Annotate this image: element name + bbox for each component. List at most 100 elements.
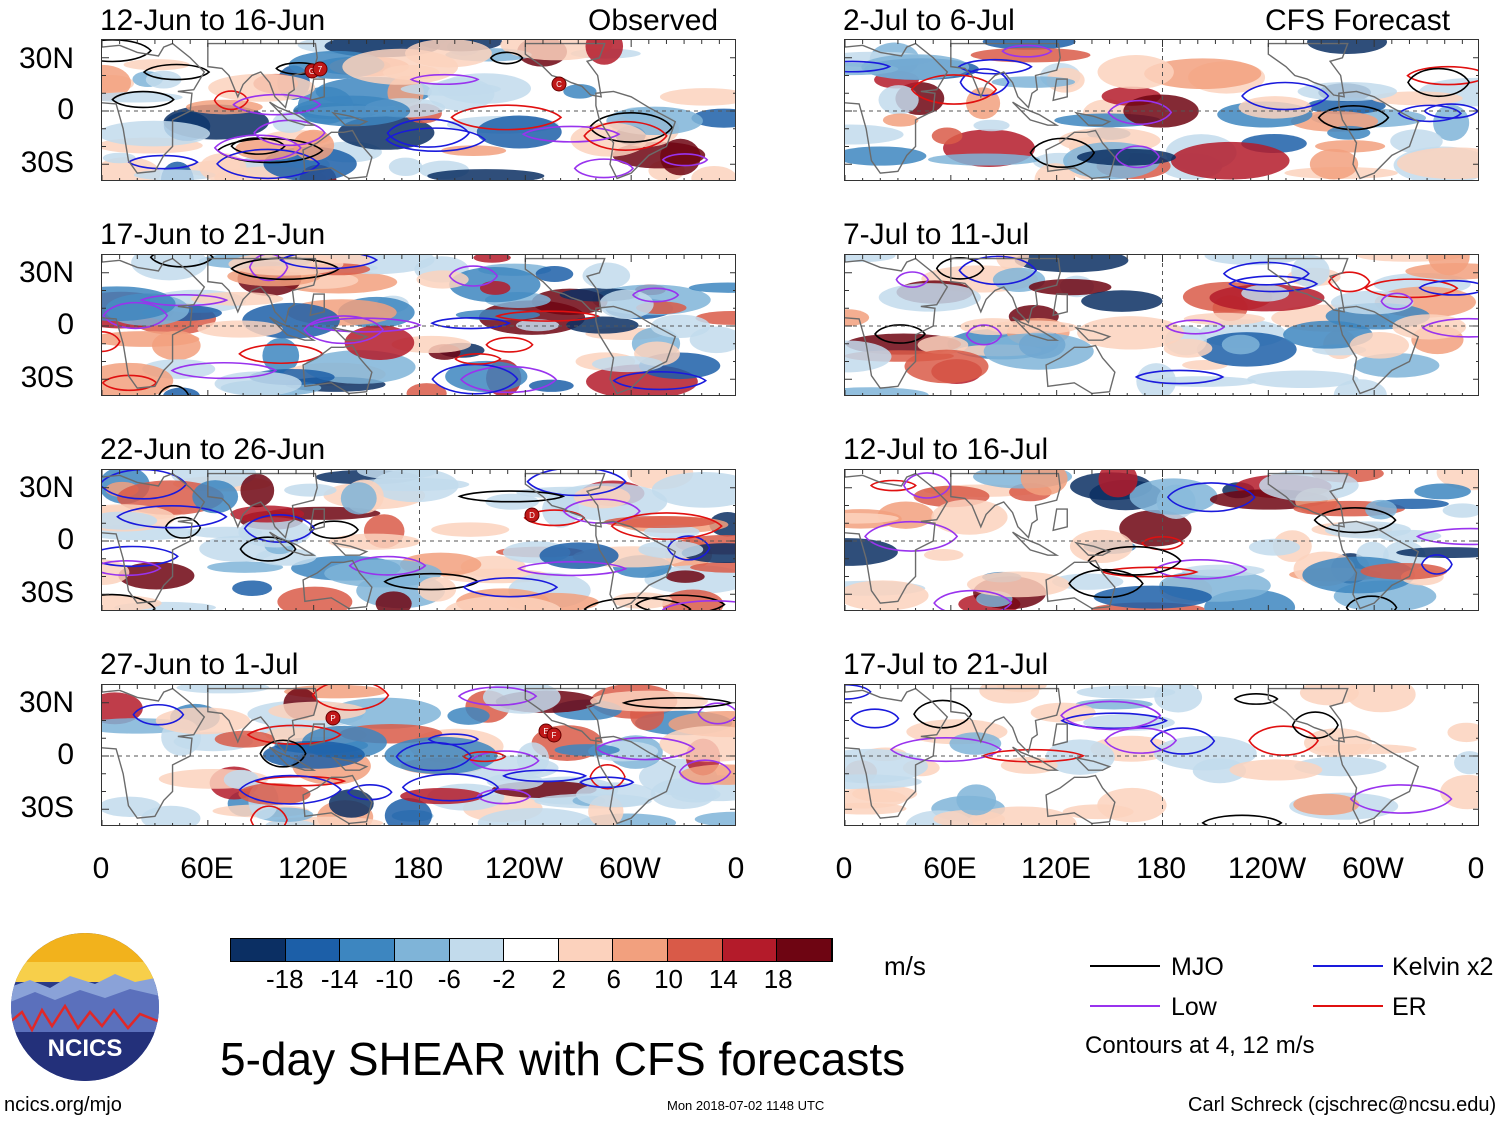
wave-contour bbox=[1166, 482, 1256, 513]
shear-anomaly-blob bbox=[931, 499, 1008, 535]
storm-marker-label: P bbox=[330, 714, 335, 723]
wave-contour bbox=[459, 365, 558, 394]
shear-anomaly-blob bbox=[1093, 585, 1212, 609]
shear-anomaly-blob bbox=[1238, 96, 1312, 119]
wave-contour bbox=[516, 561, 628, 577]
panel-title-obs-2: 17-Jun to 21-Jun bbox=[100, 218, 326, 251]
shear-anomaly-blob bbox=[1360, 562, 1448, 580]
wave-contour bbox=[348, 555, 427, 576]
shear-anomaly-blob bbox=[1076, 148, 1176, 166]
coastline bbox=[309, 293, 325, 317]
colorbar-unit: m/s bbox=[884, 951, 926, 981]
shear-anomaly-blob bbox=[102, 286, 176, 322]
wave-contour bbox=[476, 788, 532, 805]
coastline bbox=[1052, 78, 1068, 102]
website-link[interactable]: ncics.org/mjo bbox=[4, 1094, 122, 1116]
wave-contour bbox=[631, 287, 680, 303]
coastline bbox=[1073, 111, 1112, 126]
coastline bbox=[309, 78, 325, 102]
lat-label: 30N bbox=[18, 471, 74, 504]
wave-contour bbox=[102, 331, 121, 353]
storm-marker: G 7 bbox=[304, 61, 328, 79]
colorbar-tick-label: -14 bbox=[320, 964, 359, 994]
coastline bbox=[207, 687, 318, 754]
wave-contour bbox=[1291, 711, 1339, 739]
coastline bbox=[1338, 735, 1420, 825]
coastline bbox=[309, 508, 325, 532]
shear-anomaly-blob bbox=[1436, 470, 1478, 491]
coastline bbox=[302, 129, 373, 180]
coastline bbox=[1045, 129, 1116, 180]
lon-label: 60E bbox=[180, 852, 234, 885]
coastline bbox=[269, 746, 317, 771]
panel-title-obs-4: 27-Jun to 1-Jul bbox=[100, 648, 299, 681]
shear-anomaly-blob bbox=[133, 169, 216, 180]
shear-anomaly-blob bbox=[956, 784, 997, 816]
wave-contour bbox=[164, 516, 202, 539]
storm-marker: C bbox=[551, 76, 567, 92]
shear-anomaly-blob bbox=[582, 262, 631, 289]
lat-label: 30N bbox=[18, 256, 74, 289]
coastline bbox=[845, 42, 949, 174]
shear-anomaly-blob bbox=[482, 685, 561, 714]
shear-anomaly-blob bbox=[207, 561, 284, 573]
shear-anomaly-blob bbox=[1077, 316, 1185, 350]
wave-contour bbox=[494, 310, 600, 322]
wave-contour bbox=[697, 702, 735, 725]
shear-anomaly-blob bbox=[1248, 538, 1301, 556]
shear-anomaly-blob bbox=[1353, 353, 1440, 378]
shear-anomaly-blob bbox=[328, 533, 421, 550]
lon-label: 120E bbox=[1020, 852, 1092, 885]
coastline bbox=[950, 687, 1061, 754]
wave-contour bbox=[308, 317, 422, 333]
shear-anomaly-blob bbox=[1014, 255, 1129, 273]
wave-contour bbox=[1068, 568, 1144, 599]
colorbar-swatch bbox=[777, 939, 833, 961]
shear-anomaly-blob bbox=[1081, 290, 1163, 312]
wave-contour bbox=[303, 315, 384, 345]
panel-title-fc-3: 12-Jul to 16-Jul bbox=[843, 433, 1049, 466]
shear-anomaly-blob bbox=[660, 138, 701, 176]
wave-contour bbox=[850, 708, 900, 729]
map-panel-fc-3 bbox=[844, 469, 1479, 611]
shear-anomaly-blob bbox=[1247, 370, 1359, 389]
shear-anomaly-blob bbox=[1309, 148, 1359, 180]
wave-contour bbox=[1406, 65, 1478, 86]
coastline bbox=[595, 735, 677, 825]
shear-anomaly-blob bbox=[1170, 141, 1290, 180]
coastline bbox=[845, 257, 949, 389]
wave-contour bbox=[1107, 99, 1173, 125]
shear-anomaly-blob bbox=[131, 255, 208, 281]
storm-marker: D bbox=[524, 507, 540, 523]
shear-anomaly-blob bbox=[238, 517, 311, 548]
wave-contour bbox=[450, 104, 563, 131]
coastline bbox=[330, 111, 369, 126]
wave-contour bbox=[1349, 784, 1453, 814]
shear-anomaly-blob bbox=[923, 549, 964, 561]
coastline bbox=[1045, 344, 1116, 395]
coastline bbox=[1073, 756, 1112, 771]
shear-anomaly-blob bbox=[845, 309, 870, 326]
coastline bbox=[1045, 774, 1116, 825]
shear-anomaly-blob bbox=[651, 472, 735, 508]
panel-title-obs-1: 12-Jun to 16-Jun bbox=[100, 4, 326, 37]
shear-map bbox=[845, 470, 1478, 610]
wave-contour bbox=[1418, 279, 1478, 296]
lon-label: 180 bbox=[392, 852, 444, 885]
lat-label: 30S bbox=[20, 791, 74, 824]
legend-label-er: ER bbox=[1392, 993, 1427, 1021]
wave-contour bbox=[470, 750, 540, 772]
map-panel-obs-4 bbox=[101, 684, 736, 826]
wave-contour bbox=[1313, 506, 1397, 534]
shear-anomaly-blob bbox=[357, 470, 438, 480]
shear-anomaly-blob bbox=[340, 482, 377, 515]
wave-contour bbox=[1153, 559, 1248, 580]
wave-contour bbox=[1201, 814, 1283, 825]
colorbar-tick-label: -10 bbox=[375, 964, 414, 994]
colorbar-ticks: -18 -14 -10 -6 -2 2 6 10 14 18 bbox=[230, 966, 833, 996]
map-panel-fc-1 bbox=[844, 39, 1479, 181]
coastline bbox=[1052, 508, 1068, 532]
coastline bbox=[302, 344, 373, 395]
wave-contour bbox=[308, 520, 359, 540]
coastline bbox=[102, 472, 206, 604]
